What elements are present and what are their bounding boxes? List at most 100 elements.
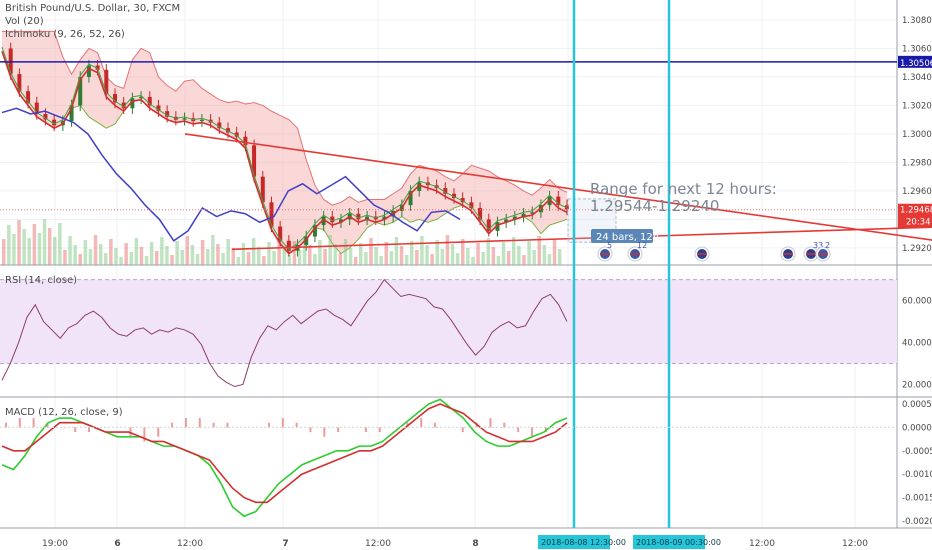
event-flag-uk[interactable] <box>694 246 710 262</box>
ichimoku-indicator-label[interactable]: Ichimoku (9, 26, 52, 26) <box>5 29 125 40</box>
event-flag-us[interactable]: 2 <box>815 241 831 262</box>
volume-bar <box>114 248 118 265</box>
time-tick-label: 8 <box>472 539 478 549</box>
candle-body <box>43 113 48 120</box>
volume-bar <box>491 247 496 265</box>
volume-bar <box>287 255 292 265</box>
volume-bar <box>170 255 174 265</box>
volume-bar <box>7 225 11 265</box>
volume-bar <box>251 238 256 265</box>
volume-bar <box>190 245 195 265</box>
grid <box>0 0 897 528</box>
chikou-line <box>1 107 461 242</box>
volume-bar <box>17 220 21 265</box>
volume-bar <box>22 229 26 265</box>
candle-body <box>330 216 335 223</box>
candle-body <box>408 190 413 206</box>
candle-body <box>452 193 456 199</box>
candle-body <box>139 96 144 99</box>
macd-histogram <box>4 418 547 442</box>
volume-bar <box>42 219 47 265</box>
event-count: 33 <box>813 241 823 250</box>
volume-bar <box>374 247 378 265</box>
macd-tick-label: -0.0010 <box>902 470 932 480</box>
volume-bars <box>2 219 562 265</box>
candle-body <box>512 216 517 220</box>
candle-body <box>156 105 161 112</box>
volume-bar <box>37 233 42 265</box>
macd-indicator-label[interactable]: MACD (12, 26, close, 9) <box>5 407 123 418</box>
volume-bar <box>389 251 394 265</box>
volume-bar <box>180 250 184 265</box>
volume-bar <box>226 239 230 265</box>
volume-bar <box>2 239 6 265</box>
volume-bar <box>552 240 557 265</box>
volume-bar <box>532 250 536 265</box>
candle-body <box>321 216 326 226</box>
candle-body <box>443 188 448 194</box>
volume-bar <box>313 254 317 265</box>
price-axis: 1.30800 1.30600 1.30400 1.30200 1.30000 1.298… <box>898 16 932 254</box>
volume-bar <box>149 242 154 265</box>
volume-bar <box>267 242 271 265</box>
volume-bar <box>364 252 368 265</box>
candle-body <box>495 222 500 231</box>
legend: British Pound/U.S. Dollar, 30, FXCM Vol … <box>5 2 180 41</box>
rsi-indicator-label[interactable]: RSI (14, close) <box>5 275 78 286</box>
volume-bar <box>83 240 88 265</box>
volume-bar <box>206 249 210 265</box>
time-tick-label: 12:00 <box>842 539 868 549</box>
volume-bar <box>476 243 480 265</box>
volume-indicator-label[interactable]: Vol (20) <box>5 16 44 27</box>
candle-body <box>530 212 535 214</box>
volume-bar <box>109 239 113 265</box>
chart-title[interactable]: British Pound/U.S. Dollar, 30, FXCM <box>5 3 181 14</box>
price-tick-label: 1.30000 <box>902 130 932 140</box>
volume-bar <box>93 235 98 265</box>
candle-body <box>382 216 387 220</box>
volume-bar <box>47 228 52 265</box>
ichimoku-cloud <box>2 31 567 254</box>
volume-bar <box>512 237 516 265</box>
last-price-marker <box>898 203 932 228</box>
event-count: 2 <box>825 241 830 250</box>
volume-bar <box>384 242 388 265</box>
descending-trendline <box>184 133 932 241</box>
candle-body <box>199 119 204 122</box>
volume-bar <box>440 249 445 265</box>
candle-body <box>478 208 483 220</box>
candle-body <box>121 102 126 109</box>
volume-bar <box>88 249 93 265</box>
volume-bar <box>302 236 307 265</box>
volume-bar <box>522 255 526 265</box>
event-flag-us[interactable]: 5 <box>597 241 613 262</box>
volume-bar <box>557 249 562 265</box>
candle-body <box>304 236 309 246</box>
candle-body <box>312 225 317 237</box>
volume-bar <box>68 236 72 265</box>
volume-bar <box>323 249 327 265</box>
range-annotation-values: 1.29544-1.29240 <box>590 197 720 215</box>
event-flag-us[interactable]: 12 <box>627 241 647 262</box>
last-price-label: 1.29468 <box>900 206 932 216</box>
volume-bar <box>547 254 552 265</box>
event-flag-uk[interactable]: 33 <box>803 241 823 262</box>
volume-bar <box>308 245 312 265</box>
event-count: 12 <box>637 241 647 250</box>
volume-bar <box>527 241 531 265</box>
candle-body <box>243 136 248 146</box>
candle-body <box>504 219 509 223</box>
candle-body <box>78 76 83 106</box>
volume-bar <box>445 235 450 265</box>
candle-body <box>260 176 265 203</box>
volume-bar <box>410 241 414 265</box>
price-tick-label: 1.29600 <box>902 187 932 197</box>
volume-bar <box>506 251 511 265</box>
event-flag-uk[interactable] <box>780 246 796 262</box>
price-tick-label: 1.30200 <box>902 101 932 111</box>
macd-tick-label: 0.0000 <box>902 423 932 433</box>
rsi-band <box>0 279 897 364</box>
price-tick-label: 1.29200 <box>902 244 932 254</box>
